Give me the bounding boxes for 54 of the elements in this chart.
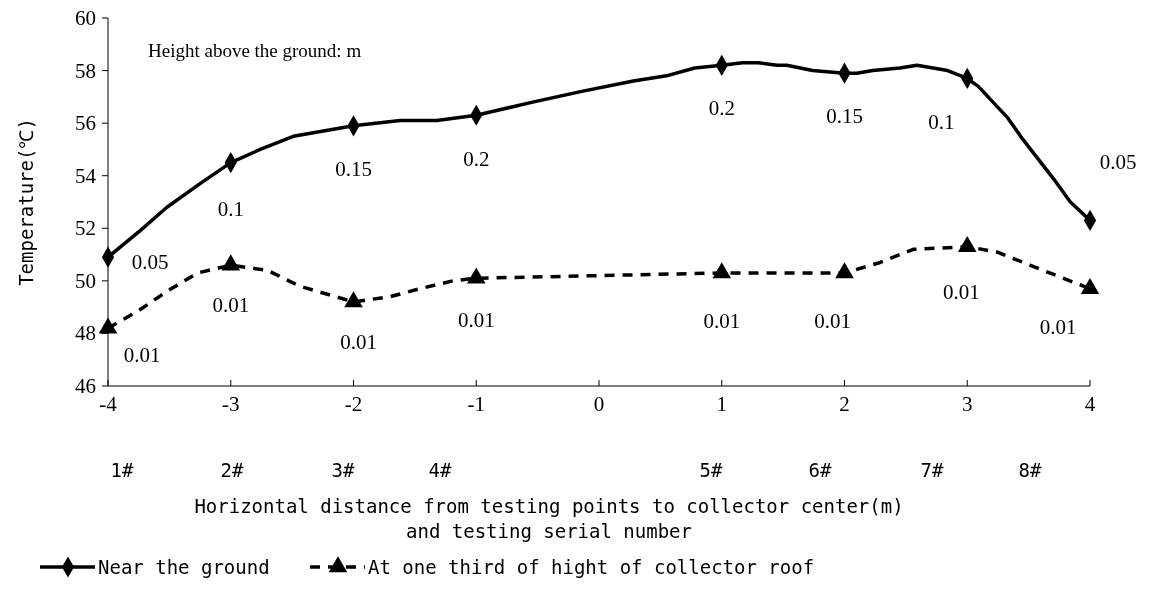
point xyxy=(221,254,241,271)
y-tick-label: 58 xyxy=(75,58,96,83)
text: 7# xyxy=(920,459,944,481)
x-tick-label: -2 xyxy=(344,392,363,416)
y-tick-label: 46 xyxy=(75,374,96,398)
annotation: 0.2 xyxy=(708,96,735,121)
y-tick-label: 54 xyxy=(75,163,97,188)
annotation: 0.05 xyxy=(131,250,169,275)
annotation: 0.15 xyxy=(826,104,863,129)
x-tick-label: 3 xyxy=(962,392,973,416)
point xyxy=(1080,278,1100,295)
point xyxy=(835,262,854,279)
annotation: 0.01 xyxy=(457,308,495,333)
text: 3# xyxy=(331,459,355,481)
x-tick-label: 2 xyxy=(839,392,850,416)
annotation: 0.15 xyxy=(335,156,372,181)
annotation: Height above the ground: m xyxy=(148,39,362,61)
annotation: 0.1 xyxy=(217,196,244,221)
y-tick-label: 52 xyxy=(75,216,96,241)
point xyxy=(344,291,363,308)
annotation: 0.01 xyxy=(1039,314,1077,339)
x-tick-label: -3 xyxy=(222,392,240,416)
point xyxy=(712,262,732,279)
y-axis-title: Temperature(℃) xyxy=(15,118,37,286)
annotation: 0.01 xyxy=(942,279,980,304)
annotation: 0.01 xyxy=(123,343,161,368)
y-tick-label: 48 xyxy=(75,321,96,346)
text: 8# xyxy=(1018,459,1042,481)
annotation: 0.05 xyxy=(1099,150,1137,175)
annotation: 0.01 xyxy=(814,308,851,333)
annotation: 0.1 xyxy=(928,110,955,135)
y-tick-label: 56 xyxy=(75,111,96,136)
legend-label: Near the ground xyxy=(98,556,270,578)
annotation: 0.2 xyxy=(463,147,490,172)
text: 2# xyxy=(220,459,244,481)
annotation: 0.01 xyxy=(703,308,741,333)
x-tick-label: 0 xyxy=(593,392,605,416)
x-tick-label: -1 xyxy=(467,392,485,416)
x-tick-label: 1 xyxy=(716,392,727,416)
x-tick-label: 4 xyxy=(1084,392,1096,416)
text: 1# xyxy=(110,459,134,481)
text: 5# xyxy=(699,459,723,481)
text: 6# xyxy=(808,459,832,481)
annotation: 0.01 xyxy=(212,293,250,318)
point xyxy=(466,267,486,284)
point xyxy=(98,317,118,334)
x-axis-title: Horizontal distance from testing points to collector center(m) and testing serial number xyxy=(194,495,904,542)
x-tick-label: -4 xyxy=(99,392,118,416)
annotation: 0.01 xyxy=(340,329,377,354)
y-tick-label: 50 xyxy=(75,268,96,293)
point xyxy=(957,235,977,253)
y-tick-label: 60 xyxy=(75,6,96,30)
legend-label: At one third of hight of collector roof xyxy=(368,556,815,578)
text: 4# xyxy=(428,459,452,481)
